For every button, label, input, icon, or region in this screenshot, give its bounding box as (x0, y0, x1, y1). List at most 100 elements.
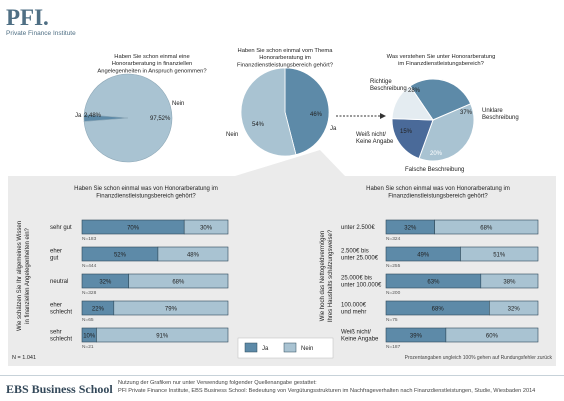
pie3-slice-unklar (418, 103, 475, 162)
bar2-bar-nein (489, 300, 539, 316)
bar1-label-ja: 22% (92, 307, 105, 313)
pie1-title: Haben Sie schon einmal eine (114, 54, 189, 60)
pie2-slice-ja (284, 67, 330, 156)
pie3-label-richtig: Beschreibung (370, 86, 407, 92)
bar2-n: N=200 (386, 290, 401, 296)
bar2-category: 2.500€ bis (341, 248, 369, 254)
pie3-title: Was verstehen Sie unter Honorarberatung (387, 54, 496, 60)
source-note: Nutzung der Grafiken nur unter Verwendun… (118, 380, 558, 395)
bar2-category: unter 25.000€ (341, 256, 379, 262)
bar1-n: N=183 (82, 236, 97, 242)
bar2-ylabel: Wie hoch das Nettogeldvermögen (320, 231, 326, 321)
bar2-category: und mehr (341, 310, 366, 316)
bar1-title: Finanzdienstleistungsbereich gehört? (96, 193, 196, 199)
pie2-title: Haben Sie schon einmal vom Thema (238, 48, 334, 54)
pie3-slice-falsch (391, 118, 434, 160)
source-line-1: Nutzung der Grafiken nur unter Verwendun… (118, 380, 317, 386)
bar1-n: N=328 (82, 290, 97, 296)
pie1-value-ja: 2,48% (84, 113, 102, 119)
legend-label-ja: Ja (262, 346, 269, 352)
bar1-label-ja: 10% (83, 334, 96, 340)
bar1-bar-nein (96, 327, 229, 343)
pie2-title: Honorarberatung im (259, 55, 311, 61)
bar1-title: Haben Sie schon einmal was von Honorarbe… (74, 186, 218, 192)
bar1-category: gut (50, 256, 59, 262)
bar2-category: Weiß nicht/ (341, 329, 371, 335)
pie3-label-weiss-nicht: Keine Angabe (356, 139, 394, 145)
pie2-value-ja: 46% (310, 112, 323, 118)
pie3-value-unklar: 37% (460, 110, 473, 116)
bar1-bar-nein (128, 273, 229, 289)
bar2-label-ja: 63% (427, 280, 440, 286)
legend-swatch-ja (244, 342, 258, 353)
bar2-category: 100.000€ (341, 302, 367, 308)
pie3-label-unklar: Unklare (482, 108, 503, 114)
source-line-2: PFI Private Finance Institute, EBS Busin… (118, 387, 536, 394)
arrow-head (380, 113, 386, 119)
pie3-label-richtig: Richtige (370, 79, 392, 85)
pie1-label-nein: Nein (172, 101, 184, 107)
bar2-category: unter 100.000€ (341, 283, 382, 289)
bar1-bar-nein (113, 300, 229, 316)
pie3-slice-weiss-nicht (391, 85, 434, 121)
footer: EBS Business School Nutzung der Grafiken… (0, 375, 564, 401)
pie3-title: im Finanzdienstleistungsbereich? (398, 61, 484, 67)
pie3-value-weiss-nicht: 15% (400, 129, 413, 135)
note-n-total: N = 1.041 (12, 355, 36, 361)
bar1-bar-nein (157, 246, 229, 262)
bar2-category: unter 2.500€ (341, 225, 375, 231)
panel-connector (235, 150, 345, 176)
bar2-bar-nein (445, 327, 539, 343)
bar2-label-nein: 51% (493, 253, 506, 259)
pie2-slice-nein (240, 67, 297, 157)
bar1-label-ja: 32% (99, 280, 112, 286)
pie3-label-weiss-nicht: Weiß nicht/ (356, 132, 386, 138)
bar1-n: N=444 (82, 263, 97, 269)
bar1-category: schlecht (50, 310, 72, 316)
header: PFI. Private Finance Institute (0, 0, 564, 46)
note-rounding: Prozentangaben ungleich 100% gehen auf R… (405, 355, 553, 361)
bar1-label-nein: 91% (156, 334, 169, 340)
pie1-label-ja: Ja (75, 113, 82, 119)
bar2-label-nein: 68% (480, 226, 493, 232)
bar2-label-ja: 32% (404, 226, 417, 232)
bar1-ylabel: Wie schätzen Sie Ihr allgemeines Wissen (17, 221, 23, 331)
ebs-logo: EBS Business School (6, 382, 113, 396)
bar2-title: Finanzdienstleistungsbereich gehört? (388, 193, 488, 199)
bar1-label-nein: 79% (165, 307, 178, 313)
bar2-n: N=255 (386, 263, 401, 269)
bar1-label-ja: 52% (114, 253, 127, 259)
bar1-ylabel: in finanziellen Angelegenheiten ein? (25, 227, 31, 323)
logo-subtitle: Private Finance Institute (6, 30, 76, 37)
bar1-category: eher (50, 248, 62, 254)
pie1-title: Angelegenheiten in Anspruch genommen? (97, 68, 207, 74)
pie3-label-falsch: Falsche Beschreibung (405, 167, 464, 173)
bar1-label-nein: 30% (200, 226, 213, 232)
pie1-title: Honorarberatung in finanziellen (112, 61, 193, 67)
bar2-category: Keine Angabe (341, 337, 379, 343)
bar2-title: Haben Sie schon einmal was von Honorarbe… (366, 186, 510, 192)
bar1-category: schlecht (50, 337, 72, 343)
bar1-n: N=65 (82, 317, 94, 323)
infographic-chart: Haben Sie schon einmal eineHonorarberatu… (8, 48, 556, 366)
bar1-bar-nein (183, 219, 229, 235)
pie3-slice-richtig (409, 78, 472, 121)
bar2-n: N=324 (386, 236, 401, 242)
bar2-n: N=75 (386, 317, 398, 323)
pie3-value-richtig: 28% (408, 88, 421, 94)
bar2-bar-nein (460, 246, 539, 262)
bar1-label-ja: 70% (127, 226, 140, 232)
bar1-label-nein: 48% (187, 253, 200, 259)
bar2-bar-nein (434, 219, 539, 235)
pie1-slice-nein (83, 73, 173, 163)
bar2-label-ja: 39% (410, 334, 423, 340)
bar2-category: 25.000€ bis (341, 275, 372, 281)
bar1-n: N=21 (82, 344, 94, 350)
pie1-slice-ja (83, 114, 129, 122)
bar1-category: eher (50, 302, 62, 308)
bar2-n: N=187 (386, 344, 401, 350)
bar1-label-nein: 68% (172, 280, 185, 286)
bar2-label-nein: 38% (503, 280, 516, 286)
legend-label-nein: Nein (301, 346, 313, 352)
bar2-label-ja: 68% (432, 307, 445, 313)
